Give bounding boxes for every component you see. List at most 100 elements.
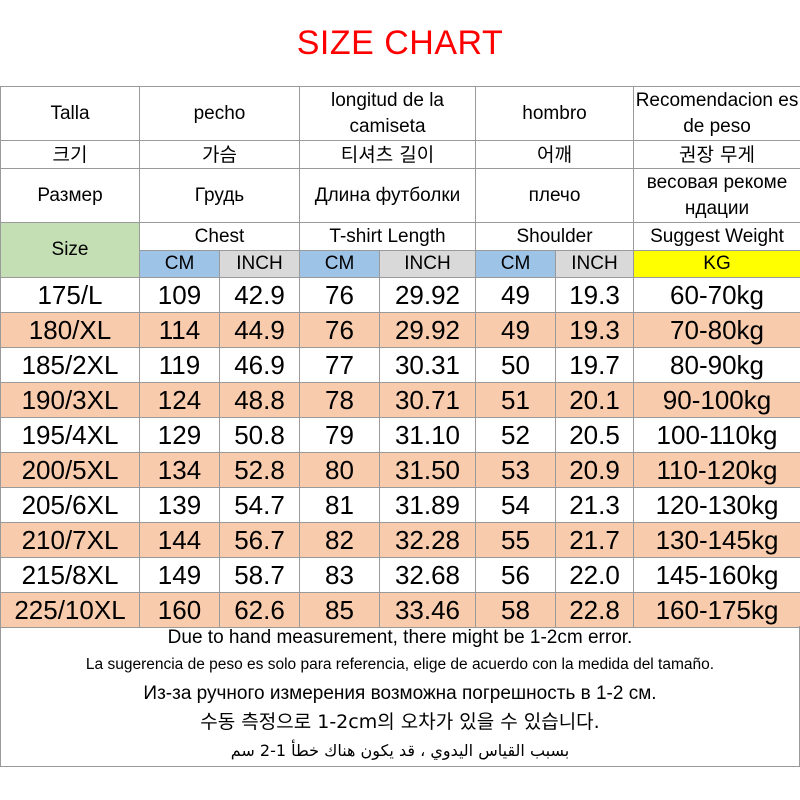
cell-shoulder-inch: 21.7 (554, 522, 635, 558)
header-weight-ko: 권장 무게 (633, 140, 800, 169)
header-shoulder-ru: плечо (474, 168, 635, 223)
cell-length-inch: 33.46 (379, 592, 476, 628)
header-size-es: Talla (0, 86, 140, 141)
cell-chest-cm: 129 (139, 417, 220, 453)
cell-size: 200/5XL (0, 452, 140, 488)
cell-size: 225/10XL (0, 592, 140, 628)
cell-shoulder-inch: 20.5 (554, 417, 635, 453)
cell-shoulder-cm: 49 (475, 312, 556, 348)
cell-chest-cm: 119 (139, 347, 220, 383)
cell-weight: 160-175kg (633, 592, 800, 628)
cell-length-cm: 76 (299, 277, 380, 313)
header-row-units: CM INCH CM INCH CM INCH KG (1, 250, 800, 278)
cell-chest-inch: 50.8 (219, 417, 300, 453)
note-russian: Из-за ручного измерения возможна погрешн… (143, 683, 657, 704)
cell-chest-inch: 42.9 (219, 277, 300, 313)
cell-length-cm: 85 (299, 592, 380, 628)
cell-length-inch: 32.28 (379, 522, 476, 558)
table-row: 175/L 109 42.9 76 29.92 49 19.3 60-70kg (0, 277, 800, 313)
cell-chest-inch: 46.9 (219, 347, 300, 383)
cell-weight: 70-80kg (633, 312, 800, 348)
cell-shoulder-inch: 21.3 (554, 487, 635, 523)
note-korean: 수동 측정으로 1-2cm의 오차가 있을 수 있습니다. (200, 711, 600, 733)
unit-chest-inch: INCH (219, 250, 300, 278)
header-weight-es: Recomendacion es de peso (633, 86, 800, 141)
table-row: 195/4XL 129 50.8 79 31.10 52 20.5 100-11… (0, 417, 800, 453)
unit-chest-cm: CM (139, 250, 220, 278)
cell-weight: 120-130kg (633, 487, 800, 523)
cell-chest-cm: 124 (139, 382, 220, 418)
cell-shoulder-cm: 49 (475, 277, 556, 313)
unit-length-cm: CM (299, 250, 380, 278)
cell-weight: 110-120kg (633, 452, 800, 488)
cell-length-cm: 77 (299, 347, 380, 383)
table-row: 185/2XL 119 46.9 77 30.31 50 19.7 80-90k… (0, 347, 800, 383)
cell-shoulder-inch: 20.1 (554, 382, 635, 418)
cell-shoulder-cm: 53 (475, 452, 556, 488)
cell-shoulder-cm: 54 (475, 487, 556, 523)
header-weight-en: Suggest Weight (633, 222, 800, 251)
header-shoulder-ko: 어깨 (474, 140, 635, 169)
cell-size: 185/2XL (0, 347, 140, 383)
cell-length-cm: 76 (299, 312, 380, 348)
table-row: 200/5XL 134 52.8 80 31.50 53 20.9 110-12… (0, 452, 800, 488)
cell-length-inch: 29.92 (379, 312, 476, 348)
header-chest-es: pecho (139, 86, 300, 141)
header-length-ru: Длина футболки (299, 168, 476, 223)
header-chest-en: Chest (139, 222, 300, 251)
header-size-ru: Размер (0, 168, 140, 223)
cell-length-inch: 30.31 (379, 347, 476, 383)
cell-chest-inch: 54.7 (219, 487, 300, 523)
cell-length-cm: 79 (299, 417, 380, 453)
header-length-es: longitud de la camiseta (299, 86, 476, 141)
cell-chest-inch: 48.8 (219, 382, 300, 418)
table-row: 210/7XL 144 56.7 82 32.28 55 21.7 130-14… (0, 522, 800, 558)
table-row: 180/XL 114 44.9 76 29.92 49 19.3 70-80kg (0, 312, 800, 348)
cell-shoulder-cm: 56 (475, 557, 556, 593)
cell-length-inch: 31.10 (379, 417, 476, 453)
header-shoulder-es: hombro (474, 86, 635, 141)
header-chest-ru: Грудь (139, 168, 300, 223)
cell-chest-inch: 58.7 (219, 557, 300, 593)
cell-size: 195/4XL (0, 417, 140, 453)
cell-size: 190/3XL (0, 382, 140, 418)
cell-length-cm: 78 (299, 382, 380, 418)
cell-chest-cm: 134 (139, 452, 220, 488)
cell-chest-cm: 139 (139, 487, 220, 523)
size-chart-table: Talla pecho longitud de la camiseta homb… (0, 86, 800, 628)
cell-chest-cm: 149 (139, 557, 220, 593)
cell-shoulder-inch: 20.9 (554, 452, 635, 488)
cell-chest-inch: 62.6 (219, 592, 300, 628)
table-row: 215/8XL 149 58.7 83 32.68 56 22.0 145-16… (0, 557, 800, 593)
unit-weight-kg: KG (633, 250, 800, 278)
header-row-spanish: Talla pecho longitud de la camiseta homb… (0, 86, 800, 141)
cell-chest-inch: 52.8 (219, 452, 300, 488)
cell-chest-cm: 160 (139, 592, 220, 628)
cell-shoulder-cm: 58 (475, 592, 556, 628)
cell-size: 175/L (0, 277, 140, 313)
cell-weight: 145-160kg (633, 557, 800, 593)
cell-weight: 80-90kg (633, 347, 800, 383)
unit-shoulder-cm: CM (475, 250, 556, 278)
header-row-russian: Размер Грудь Длина футболки плечо весова… (0, 168, 800, 223)
header-weight-ru: весовая рекоме ндации (633, 168, 800, 223)
cell-size: 205/6XL (0, 487, 140, 523)
table-row: 225/10XL 160 62.6 85 33.46 58 22.8 160-1… (0, 592, 800, 628)
header-row-korean: 크기 가슴 티셔츠 길이 어깨 권장 무게 (0, 140, 800, 169)
cell-chest-cm: 114 (139, 312, 220, 348)
cell-weight: 90-100kg (633, 382, 800, 418)
header-size-en: Size (0, 222, 140, 278)
unit-shoulder-inch: INCH (554, 250, 635, 278)
cell-chest-inch: 56.7 (219, 522, 300, 558)
cell-shoulder-inch: 22.8 (554, 592, 635, 628)
cell-size: 180/XL (0, 312, 140, 348)
cell-shoulder-inch: 19.7 (554, 347, 635, 383)
cell-length-inch: 31.50 (379, 452, 476, 488)
table-row: 190/3XL 124 48.8 78 30.71 51 20.1 90-100… (0, 382, 800, 418)
cell-shoulder-cm: 52 (475, 417, 556, 453)
cell-shoulder-cm: 51 (475, 382, 556, 418)
cell-chest-cm: 109 (139, 277, 220, 313)
header-size-ko: 크기 (0, 140, 140, 169)
cell-length-inch: 30.71 (379, 382, 476, 418)
note-english: Due to hand measurement, there might be … (167, 627, 633, 648)
